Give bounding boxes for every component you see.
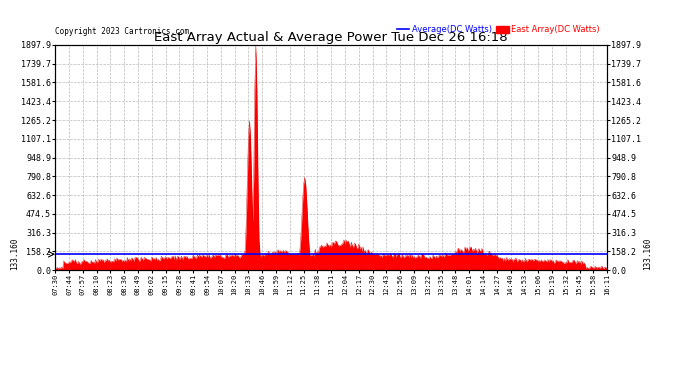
Title: East Array Actual & Average Power Tue Dec 26 16:18: East Array Actual & Average Power Tue De… [155,31,508,44]
Text: 133.160: 133.160 [10,238,19,270]
Text: Copyright 2023 Cartronics.com: Copyright 2023 Cartronics.com [55,27,189,36]
Legend: Average(DC Watts), East Array(DC Watts): Average(DC Watts), East Array(DC Watts) [393,22,603,38]
Text: 133.160: 133.160 [643,238,652,270]
